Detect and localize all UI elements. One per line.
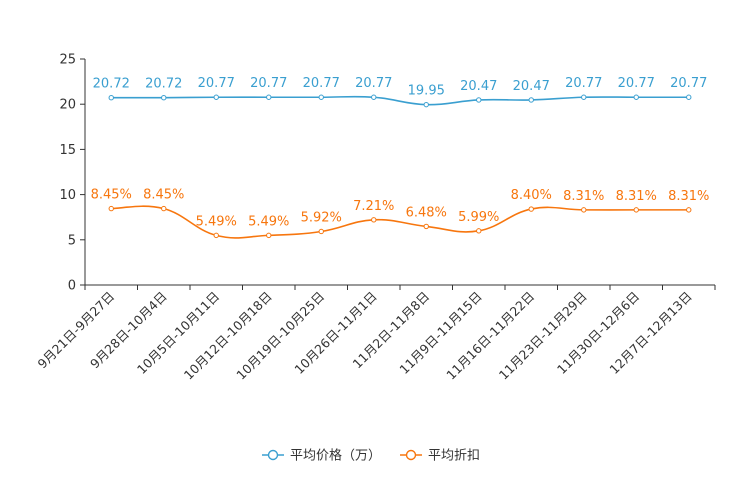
data-label: 7.21% [353,199,394,214]
legend-marker [405,449,417,461]
y-tick-label: 10 [59,188,76,203]
data-point [476,228,482,234]
y-tick-label: 20 [59,98,76,113]
data-label: 20.77 [355,76,392,91]
data-point [581,207,587,213]
data-point [318,94,324,100]
data-point [371,217,377,223]
legend-label: 平均价格（万） [290,448,381,464]
data-label: 5.92% [301,210,342,225]
data-point [266,94,272,100]
data-label: 20.77 [618,76,655,91]
data-point [686,94,692,100]
data-point [108,205,114,212]
data-label: 8.40% [511,188,552,203]
x-tick-label: 11月23日-11月29日 [496,289,590,383]
data-label: 20.77 [670,76,707,91]
data-point [581,94,587,100]
data-point [161,205,167,212]
legend-marker [267,449,279,461]
data-point [423,223,429,230]
data-label: 20.47 [513,79,550,94]
data-label: 20.72 [145,77,182,92]
data-label: 5.99% [458,210,499,225]
series-1: 8.45% 8.45% 5.49% 5.49% 5.92% 7.21% 6.48% 5.99%… [91,188,709,239]
data-label: 8.45% [143,188,184,203]
data-label: 8.31% [563,189,604,204]
legend: 平均价格（万） 平均折扣 [262,448,480,464]
series-layer: 20.72 20.72 20.77 20.77 20.77 20.77 19.95 20.47… [91,76,709,239]
data-point [108,94,114,101]
data-label: 5.49% [248,214,289,229]
data-label: 8.31% [668,189,709,204]
x-axis: 9月21日-9月27日9月28日-10月4日10月5日-10月11日10月12日… [34,284,716,383]
data-point [423,101,429,108]
y-tick-label: 15 [59,143,76,158]
data-point [266,232,272,239]
legend-label: 平均折扣 [428,449,480,464]
y-tick-label: 5 [68,233,76,248]
data-point [528,206,534,212]
data-label: 8.45% [91,188,132,203]
data-label: 20.77 [303,76,340,91]
y-axis: 0 5 10 15 20 25 [59,53,86,294]
data-label: 5.49% [196,214,237,229]
x-tick-label: 10月19日-10月25日 [233,289,327,383]
data-label: 20.72 [93,77,130,92]
legend-item-1: 平均折扣 [400,449,480,464]
data-point [686,207,692,213]
y-tick-label: 25 [59,53,76,68]
data-label: 19.95 [408,84,445,99]
series-line [111,95,689,106]
data-point [633,207,639,213]
data-point [161,94,167,101]
y-tick-label: 0 [68,279,76,294]
data-point [476,97,482,103]
x-tick-label: 11月16日-11月22日 [443,289,537,383]
data-label: 20.77 [198,76,235,91]
data-point [371,94,377,100]
series-line [111,205,689,239]
data-label: 8.31% [616,189,657,204]
data-label: 6.48% [406,205,447,220]
series-0: 20.72 20.72 20.77 20.77 20.77 20.77 19.95 20.47… [93,76,707,108]
x-tick-label: 10月12日-10月18日 [181,289,275,383]
data-point [633,94,639,100]
legend-item-0: 平均价格（万） [262,448,381,464]
data-point [318,228,324,235]
data-label: 20.77 [250,76,287,91]
data-point [213,94,219,100]
data-point [528,97,534,103]
data-label: 20.47 [460,79,497,94]
data-label: 20.77 [565,76,602,91]
data-point [213,232,219,239]
